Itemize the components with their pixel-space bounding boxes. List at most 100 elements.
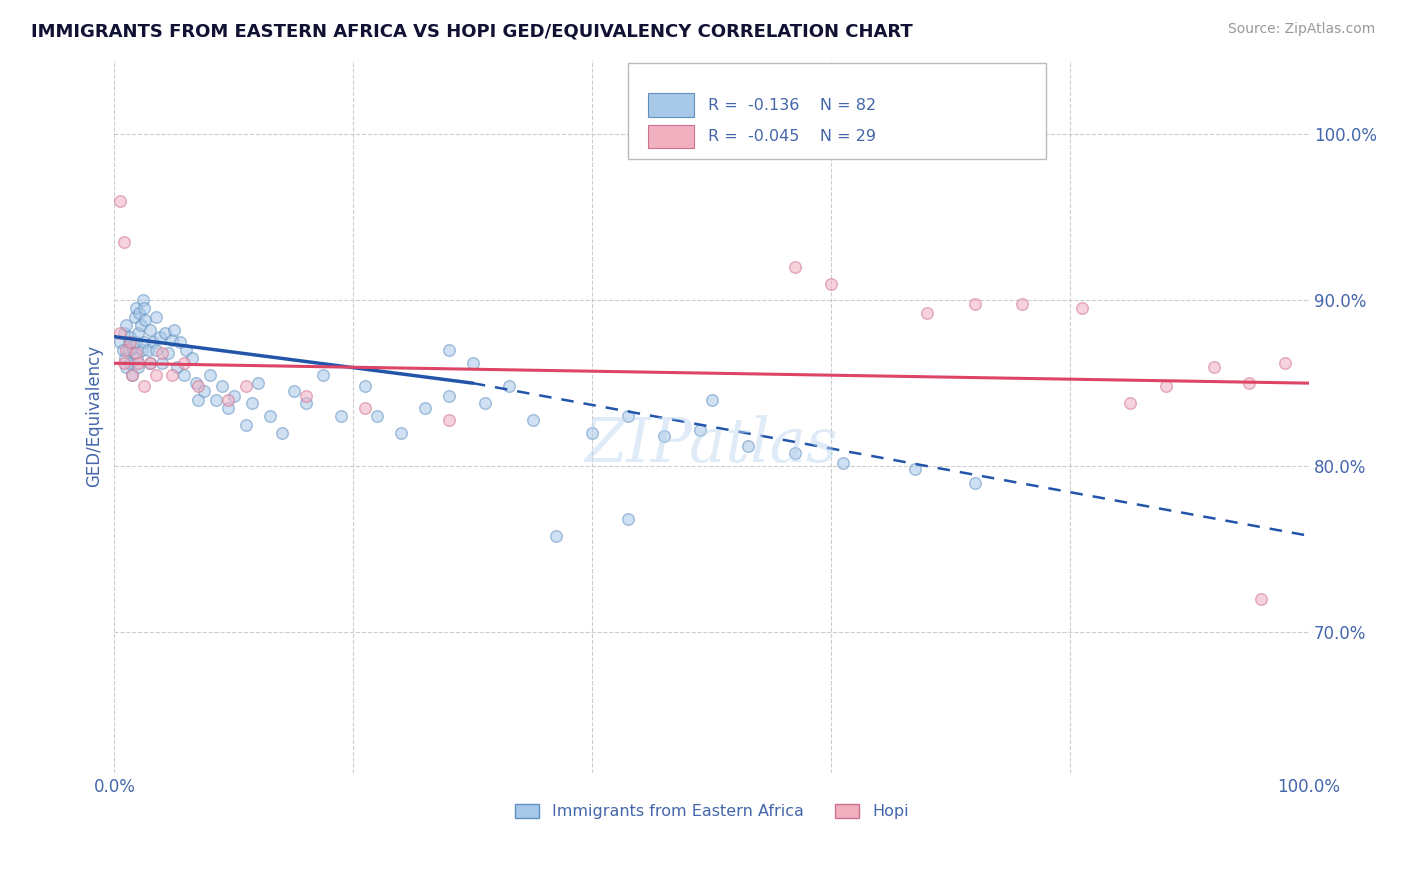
Point — [173, 356, 195, 370]
Point — [581, 425, 603, 440]
Point — [115, 343, 138, 357]
Point — [217, 392, 239, 407]
Point — [294, 396, 316, 410]
Point — [1119, 396, 1142, 410]
Point — [187, 379, 209, 393]
Point — [184, 376, 207, 391]
Point — [437, 412, 460, 426]
Point — [832, 456, 855, 470]
Point — [145, 343, 167, 357]
Point — [820, 277, 842, 291]
FancyBboxPatch shape — [628, 63, 1046, 160]
Point — [963, 296, 986, 310]
Legend: Immigrants from Eastern Africa, Hopi: Immigrants from Eastern Africa, Hopi — [509, 797, 915, 826]
Point — [118, 343, 141, 357]
Point — [904, 462, 927, 476]
Point — [1011, 296, 1033, 310]
Point — [617, 409, 640, 424]
Point — [652, 429, 675, 443]
Point — [389, 425, 412, 440]
Point — [153, 326, 176, 341]
Point — [115, 318, 138, 332]
Point — [205, 392, 228, 407]
Y-axis label: GED/Equivalency: GED/Equivalency — [86, 345, 103, 487]
Point — [131, 343, 153, 357]
Point — [112, 356, 135, 370]
Point — [149, 329, 172, 343]
Point — [1250, 591, 1272, 606]
Point — [235, 417, 257, 432]
Text: ZIPatlas: ZIPatlas — [585, 415, 838, 475]
Point — [737, 439, 759, 453]
Point — [111, 343, 134, 357]
Bar — [648, 94, 693, 117]
Point — [785, 446, 807, 460]
Point — [145, 310, 167, 324]
Point — [139, 356, 162, 370]
Point — [150, 356, 173, 370]
Text: Source: ZipAtlas.com: Source: ZipAtlas.com — [1227, 22, 1375, 37]
Point — [1154, 379, 1177, 393]
Point — [134, 313, 156, 327]
Point — [160, 368, 183, 382]
Point — [198, 368, 221, 382]
Point — [700, 392, 723, 407]
Point — [617, 512, 640, 526]
Point — [118, 329, 141, 343]
Text: IMMIGRANTS FROM EASTERN AFRICA VS HOPI GED/EQUIVALENCY CORRELATION CHART: IMMIGRANTS FROM EASTERN AFRICA VS HOPI G… — [31, 22, 912, 40]
Point — [413, 401, 436, 415]
Point — [125, 301, 148, 316]
Point — [112, 235, 135, 249]
Point — [437, 389, 460, 403]
Point — [437, 343, 460, 357]
Point — [110, 326, 132, 341]
Point — [166, 359, 188, 374]
Point — [240, 396, 263, 410]
Point — [121, 340, 143, 354]
Point — [222, 389, 245, 403]
Point — [330, 409, 353, 424]
Point — [132, 293, 155, 308]
Point — [283, 384, 305, 399]
Point — [122, 346, 145, 360]
Point — [193, 384, 215, 399]
Point — [134, 379, 156, 393]
Point — [110, 194, 132, 208]
Point — [134, 334, 156, 349]
Point — [127, 326, 149, 341]
Point — [312, 368, 335, 382]
Point — [211, 379, 233, 393]
Point — [294, 389, 316, 403]
Text: R =  -0.045    N = 29: R = -0.045 N = 29 — [709, 128, 876, 144]
Point — [461, 356, 484, 370]
Point — [354, 401, 377, 415]
Point — [150, 346, 173, 360]
Point — [157, 346, 180, 360]
Point — [785, 260, 807, 274]
Point — [963, 475, 986, 490]
Point — [121, 368, 143, 382]
Point — [1239, 376, 1261, 391]
Point — [139, 323, 162, 337]
Point — [124, 310, 146, 324]
Point — [354, 379, 377, 393]
Point — [118, 334, 141, 349]
Point — [112, 326, 135, 341]
Point — [546, 529, 568, 543]
Point — [125, 346, 148, 360]
Point — [270, 425, 292, 440]
Point — [110, 334, 132, 349]
Point — [173, 368, 195, 382]
Point — [129, 318, 152, 332]
Point — [1202, 359, 1225, 374]
Point — [134, 301, 156, 316]
Point — [235, 379, 257, 393]
Point — [163, 323, 186, 337]
Point — [915, 306, 938, 320]
Point — [142, 334, 165, 349]
Point — [125, 334, 148, 349]
Point — [160, 333, 183, 347]
Point — [259, 409, 281, 424]
Point — [128, 306, 150, 320]
Point — [169, 334, 191, 349]
